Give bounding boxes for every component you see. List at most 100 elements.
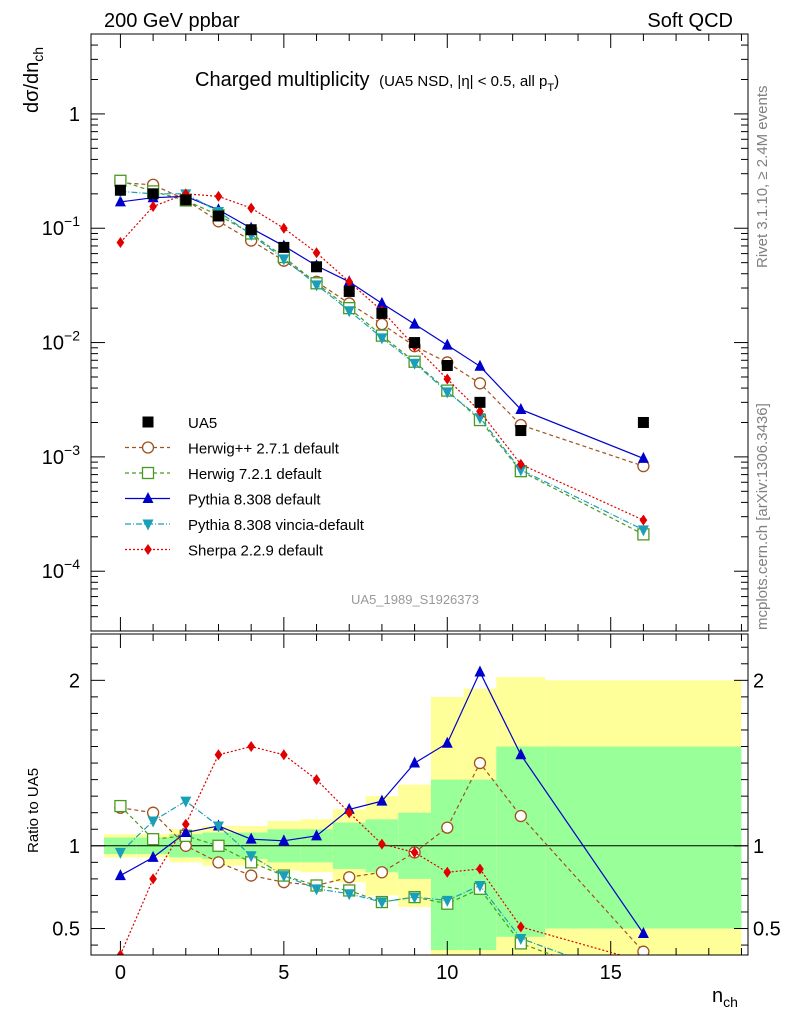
x-tick-label: 10 <box>436 962 458 984</box>
series-2-point <box>441 338 453 350</box>
ua5-data-point <box>515 425 527 437</box>
series-4-point <box>345 276 354 288</box>
series-2-ratio-point <box>376 794 388 806</box>
ua5-data-point <box>147 188 159 200</box>
plot-title: Charged multiplicity (UA5 NSD, |η| < 0.5… <box>195 69 559 94</box>
series-2-ratio-point <box>441 736 453 748</box>
series-0-ratio-point <box>441 821 454 834</box>
ratio-tick-label-left: 2 <box>69 670 80 692</box>
series-4-point <box>639 514 648 526</box>
series-4-ratio-point <box>378 838 386 850</box>
svg-text:Charged multiplicity (UA: Charged multiplicity (UA5 NSD, |η| < 0.5… <box>195 69 559 94</box>
series-4-point <box>516 458 525 470</box>
main-series <box>114 174 650 541</box>
series-3-point <box>409 358 421 370</box>
y-tick-label: 10−3 <box>42 442 80 469</box>
series-2-point <box>515 402 527 414</box>
series-4-point <box>149 200 157 212</box>
series-3-point <box>441 387 453 399</box>
series-3-ratio-point <box>474 881 486 893</box>
series-0-ratio-point <box>212 856 225 869</box>
series-4-ratio-point <box>181 818 190 830</box>
legend-label: Pythia 8.308 vincia-default <box>188 517 365 534</box>
x-tick-label: 15 <box>600 962 622 984</box>
series-4-ratio-point <box>116 949 125 955</box>
band-inner <box>496 746 546 937</box>
series-2-ratio-point <box>114 869 126 881</box>
legend-marker <box>142 519 154 531</box>
series-3-point <box>474 413 486 425</box>
main-plot-frame <box>90 33 749 632</box>
ua5-data-point <box>311 261 323 273</box>
series-3-ratio-point <box>212 821 224 833</box>
series-3-point <box>278 254 290 266</box>
band-inner <box>430 779 464 951</box>
legend-marker <box>142 492 154 503</box>
title-main: Charged multiplicity <box>195 69 370 91</box>
ratio-tick-label-right: 1 <box>753 836 764 858</box>
analysis-tag: UA5_1989_S1926373 <box>351 592 479 607</box>
ratio-tick-label-left: 1 <box>69 836 80 858</box>
series-4-ratio-point <box>443 866 452 878</box>
ua5-data-point <box>409 337 421 349</box>
series-0-line <box>120 182 644 467</box>
series-4-point <box>247 202 256 214</box>
series-3-ratio-point <box>376 897 388 909</box>
series-2-point <box>409 317 421 329</box>
series-0-point <box>473 377 487 390</box>
series-3-point <box>637 525 649 537</box>
x-tick-label: 0 <box>115 962 126 984</box>
ua5-data-point <box>343 285 355 297</box>
series-3-ratio-point <box>245 851 257 863</box>
legend-label: Pythia 8.308 default <box>188 492 321 509</box>
series-3-ratio-point <box>638 979 649 990</box>
band-inner <box>545 746 742 929</box>
series-1-ratio-point <box>638 983 649 994</box>
ua5-data-point <box>114 184 126 196</box>
series-4-ratio-point <box>516 921 525 933</box>
series-4-ratio-point <box>345 807 354 819</box>
series-2-ratio-point <box>147 850 159 862</box>
ua5-data-point <box>180 194 192 206</box>
ratio-tick-label-right: 0.5 <box>753 919 781 941</box>
series-0-ratio-point <box>514 809 527 823</box>
series-2-ratio-point <box>180 826 192 838</box>
series-1-ratio-point <box>146 833 160 846</box>
series-2-ratio-point <box>278 834 290 846</box>
header-right: Soft QCD <box>647 10 733 32</box>
series-4-point <box>312 247 321 259</box>
ua5-data-point <box>245 224 257 236</box>
ua5-data-point <box>474 396 486 408</box>
series-0-ratio-point <box>637 945 650 955</box>
series-2-point <box>376 296 388 308</box>
series-4-ratio-point <box>476 863 484 875</box>
series-4-point <box>280 222 288 234</box>
series-4-ratio-point <box>312 774 321 786</box>
y-tick-label: 1 <box>69 104 80 126</box>
series-2-ratio-line <box>120 670 644 934</box>
uncertainty-bands <box>104 677 742 955</box>
series-2-ratio-point <box>245 832 257 844</box>
series-0-point <box>375 317 389 331</box>
series-2-point <box>637 451 649 463</box>
legend-label: Sherpa 2.2.9 default <box>188 543 324 560</box>
series-2-ratio-point <box>637 926 649 938</box>
ratio-series <box>114 665 650 994</box>
series-4-ratio-point <box>149 873 157 885</box>
legend-marker <box>142 416 154 428</box>
series-3-point <box>311 280 323 292</box>
ua5-data-point <box>637 416 649 428</box>
series-3-ratio-point <box>343 889 355 901</box>
series-3-ratio-point <box>278 871 290 883</box>
legend-marker <box>144 544 152 555</box>
series-3-point <box>515 465 527 477</box>
ua5-data-point <box>441 360 453 372</box>
legend-label: Herwig++ 2.7.1 default <box>188 441 340 458</box>
ratio-tick-label-left: 0.5 <box>52 919 80 941</box>
series-1-ratio-point <box>114 799 127 813</box>
series-3-ratio-line <box>120 800 568 955</box>
series-1-point <box>114 174 127 187</box>
header-left: 200 GeV ppbar <box>104 10 240 32</box>
series-4-ratio-point <box>247 741 256 753</box>
